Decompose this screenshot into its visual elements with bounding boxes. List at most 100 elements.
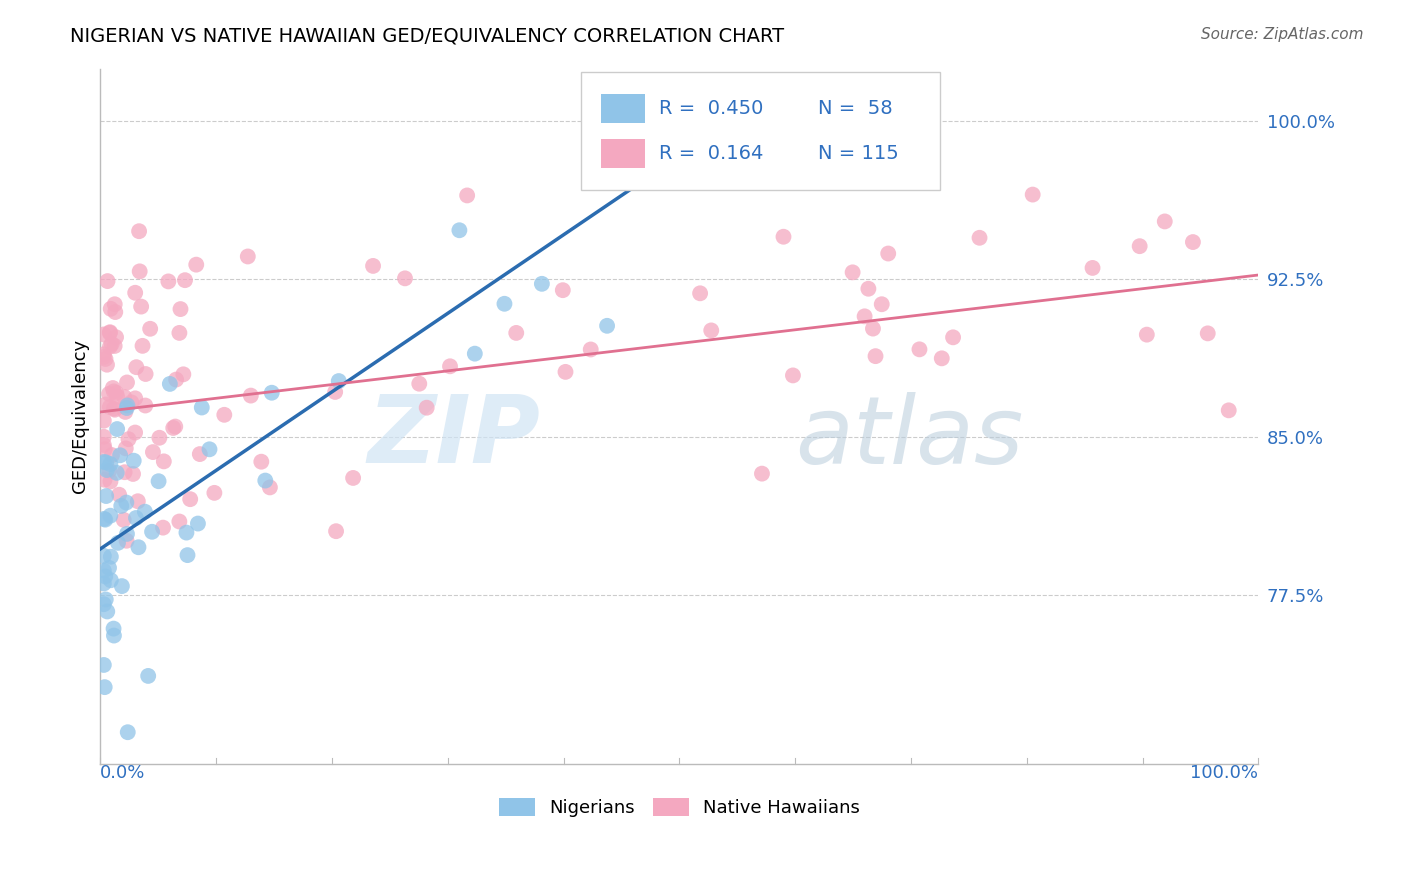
Point bbox=[115, 527, 138, 541]
Point bbox=[96, 274, 118, 288]
Point bbox=[772, 229, 794, 244]
Point bbox=[115, 376, 138, 390]
Point bbox=[110, 499, 132, 513]
Point bbox=[122, 467, 145, 481]
Point bbox=[139, 322, 162, 336]
Point bbox=[858, 282, 880, 296]
Point bbox=[439, 359, 461, 374]
Point bbox=[157, 274, 180, 288]
Point bbox=[98, 339, 121, 353]
Point bbox=[93, 327, 115, 342]
Point bbox=[202, 486, 225, 500]
Point bbox=[96, 604, 118, 618]
Point bbox=[93, 455, 115, 469]
Point bbox=[125, 360, 148, 375]
Point bbox=[415, 401, 437, 415]
Point bbox=[114, 405, 136, 419]
Point bbox=[179, 492, 201, 507]
Point bbox=[456, 188, 478, 202]
Point bbox=[120, 395, 142, 409]
Point bbox=[148, 431, 170, 445]
Point bbox=[124, 392, 146, 406]
Point bbox=[214, 408, 236, 422]
Point bbox=[141, 524, 163, 539]
Point bbox=[112, 390, 135, 404]
Point bbox=[98, 387, 121, 401]
Point bbox=[165, 373, 187, 387]
Point bbox=[969, 231, 991, 245]
Point bbox=[108, 448, 131, 462]
Point bbox=[104, 339, 127, 353]
Point bbox=[250, 455, 273, 469]
Point bbox=[169, 302, 191, 317]
Point bbox=[361, 259, 384, 273]
Point bbox=[596, 318, 619, 333]
Point bbox=[931, 351, 953, 366]
Point bbox=[108, 488, 131, 502]
Point bbox=[94, 513, 117, 527]
Point bbox=[152, 521, 174, 535]
Point bbox=[782, 368, 804, 383]
Point bbox=[103, 629, 125, 643]
Point bbox=[554, 365, 576, 379]
FancyBboxPatch shape bbox=[581, 72, 941, 190]
Point bbox=[105, 466, 128, 480]
Point bbox=[494, 297, 516, 311]
Point bbox=[236, 250, 259, 264]
Text: N =  58: N = 58 bbox=[818, 99, 893, 119]
Point bbox=[1081, 260, 1104, 275]
Point bbox=[93, 430, 115, 444]
Point bbox=[174, 273, 197, 287]
Point bbox=[115, 401, 138, 415]
Point bbox=[93, 657, 115, 672]
Point bbox=[93, 512, 115, 526]
Text: atlas: atlas bbox=[796, 392, 1024, 483]
Point bbox=[700, 323, 723, 337]
Point bbox=[148, 474, 170, 488]
Point bbox=[96, 455, 118, 469]
Point bbox=[1218, 403, 1240, 417]
Point bbox=[841, 265, 863, 279]
Point bbox=[93, 473, 115, 487]
Point bbox=[162, 421, 184, 435]
Text: R =  0.450: R = 0.450 bbox=[658, 99, 763, 119]
Point bbox=[93, 350, 115, 364]
Point bbox=[198, 442, 221, 457]
Legend: Nigerians, Native Hawaiians: Nigerians, Native Hawaiians bbox=[491, 790, 868, 824]
Point bbox=[751, 467, 773, 481]
Point bbox=[107, 536, 129, 550]
Point bbox=[105, 422, 128, 436]
Y-axis label: GED/Equivalency: GED/Equivalency bbox=[72, 339, 89, 493]
Point bbox=[165, 419, 187, 434]
Text: ZIP: ZIP bbox=[367, 391, 540, 483]
Point bbox=[94, 442, 117, 457]
Point bbox=[709, 145, 731, 159]
Point bbox=[124, 425, 146, 440]
Point bbox=[142, 445, 165, 459]
Point bbox=[1153, 214, 1175, 228]
Point bbox=[325, 524, 347, 539]
Point bbox=[187, 516, 209, 531]
Point bbox=[101, 381, 124, 395]
Point bbox=[112, 513, 135, 527]
Point bbox=[98, 400, 121, 414]
Point bbox=[814, 163, 837, 178]
Point bbox=[101, 448, 124, 462]
Point bbox=[103, 384, 125, 399]
Point bbox=[136, 669, 159, 683]
Point bbox=[342, 471, 364, 485]
Point bbox=[134, 505, 156, 519]
Point bbox=[96, 463, 118, 477]
Point bbox=[98, 464, 121, 478]
Point bbox=[1129, 239, 1152, 253]
Point bbox=[908, 343, 931, 357]
Point bbox=[176, 525, 198, 540]
Point bbox=[98, 325, 121, 339]
Point bbox=[323, 384, 346, 399]
Point bbox=[100, 549, 122, 564]
Point bbox=[129, 300, 152, 314]
Point bbox=[103, 622, 125, 636]
Point bbox=[117, 432, 139, 446]
Point bbox=[100, 573, 122, 587]
Point bbox=[127, 494, 149, 508]
